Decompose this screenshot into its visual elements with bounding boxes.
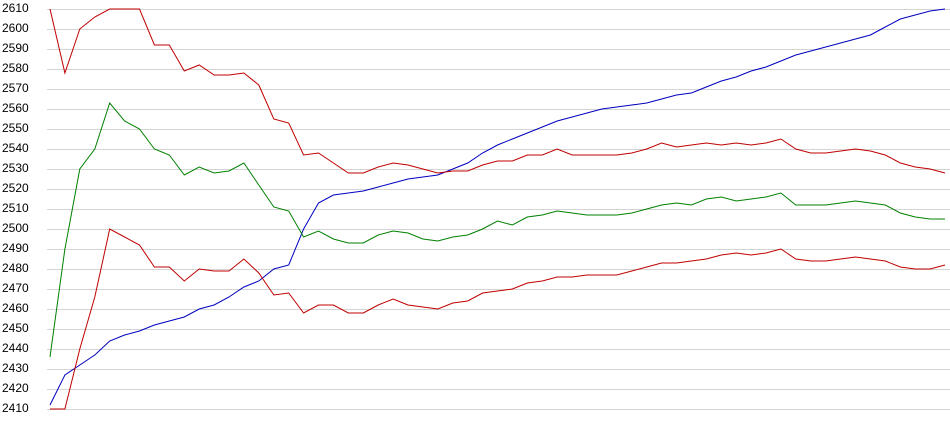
y-tick-label: 2600 [2,21,29,35]
line-series [49,101,945,358]
y-tick-label: 2560 [2,101,29,115]
y-tick-label: 2420 [2,381,29,395]
y-tick-label: 2470 [2,281,29,295]
y-tick-label: 2540 [2,141,29,155]
y-tick-label: 2550 [2,121,29,135]
y-tick-label: 2510 [2,201,29,215]
line-series [49,8,946,174]
y-tick-label: 2440 [2,341,29,355]
line-series [50,228,946,410]
y-tick-label: 2450 [2,321,29,335]
y-tick-label: 2490 [2,241,29,255]
y-tick-label: 2430 [2,361,29,375]
y-tick-label: 2500 [2,221,29,235]
y-tick-label: 2460 [2,301,29,315]
y-tick-label: 2570 [2,81,29,95]
y-tick-label: 2520 [2,181,29,195]
y-tick-label: 2410 [2,401,29,415]
y-tick-label: 2530 [2,161,29,175]
y-tick-label: 2580 [2,61,29,75]
y-tick-label: 2590 [2,41,29,55]
line-series [49,8,946,406]
y-tick-label: 2610 [2,1,29,15]
y-tick-label: 2480 [2,261,29,275]
